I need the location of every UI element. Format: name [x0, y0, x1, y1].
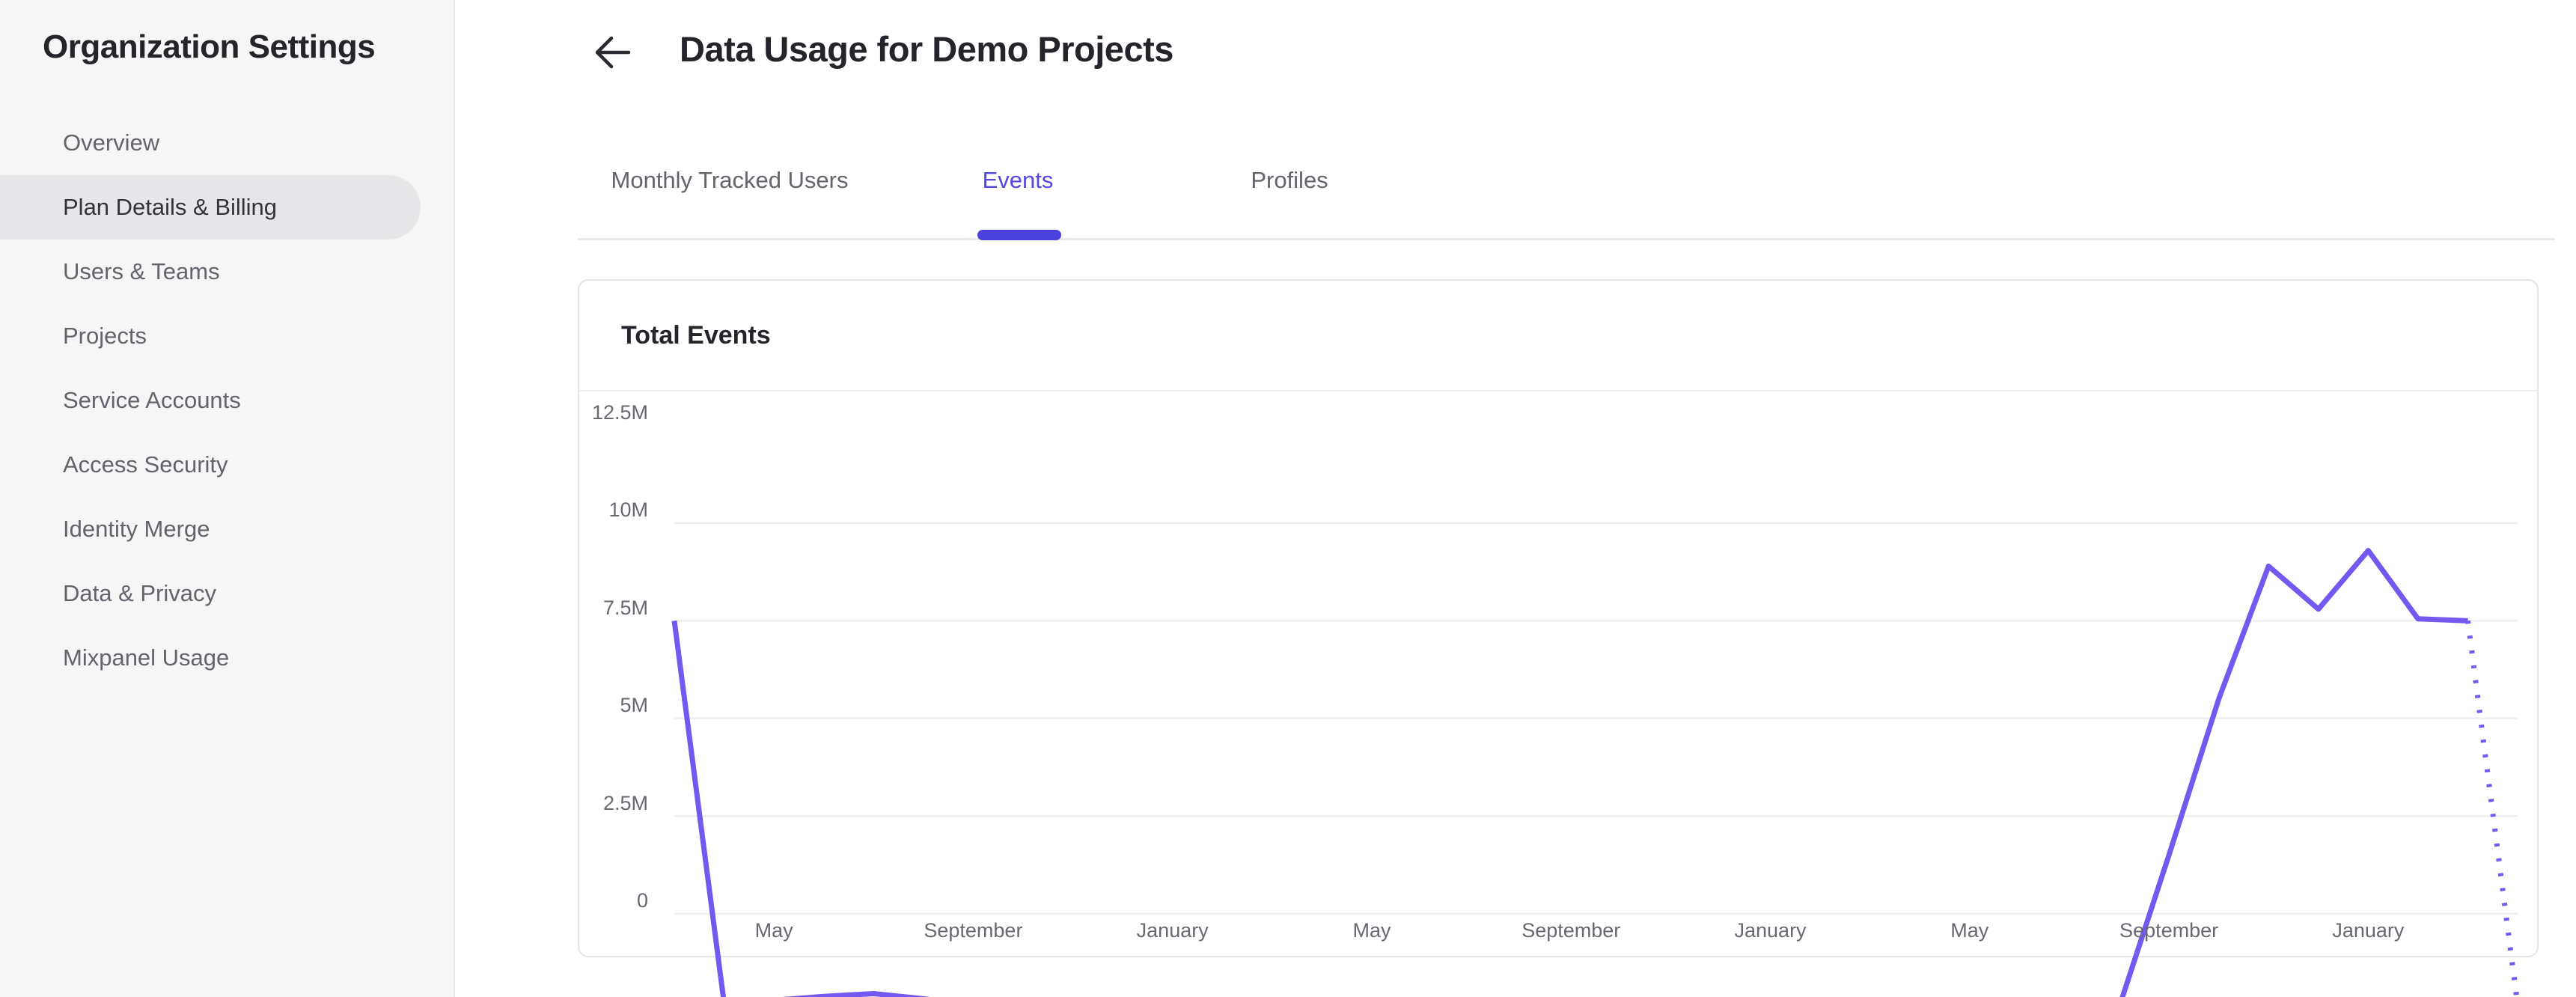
y-axis-tick-label: 0	[636, 889, 648, 912]
tab-monthly-tracked-users[interactable]: Monthly Tracked Users	[611, 167, 849, 193]
sidebar: Organization Settings Overview Plan Detai…	[0, 0, 455, 997]
sidebar-item-label: Identity Merge	[63, 516, 210, 542]
sidebar-title: Organization Settings	[43, 28, 376, 65]
active-tab-indicator	[977, 230, 1061, 240]
sidebar-item-projects[interactable]: Projects	[0, 304, 454, 368]
sidebar-item-plan-details-billing[interactable]: Plan Details & Billing	[0, 175, 421, 240]
total-events-card: Total Events 12.5M 10M 7.5M 5M 2.5M 0 May Sept…	[578, 279, 2539, 997]
x-axis-tick-label: May	[1352, 919, 1391, 942]
sidebar-item-overview[interactable]: Overview	[0, 111, 454, 175]
card-header: Total Events	[579, 281, 2537, 391]
x-axis-tick-label: January	[1136, 919, 1209, 942]
sidebar-item-access-security[interactable]: Access Security	[0, 433, 454, 497]
x-axis-tick-label: September	[2119, 919, 2219, 942]
sidebar-item-label: Mixpanel Usage	[63, 644, 230, 671]
y-axis-tick-label: 7.5M	[602, 596, 648, 619]
sidebar-item-label: Users & Teams	[63, 258, 220, 284]
left-arrow-icon	[591, 33, 633, 72]
sidebar-item-label: Plan Details & Billing	[63, 194, 278, 220]
x-axis-tick-label: May	[754, 919, 793, 942]
x-axis-tick-label: September	[1522, 919, 1621, 942]
tab-bar-divider	[578, 238, 2555, 240]
chart-plot-area[interactable]: 12.5M 10M 7.5M 5M 2.5M 0 May September January M…	[579, 391, 2537, 997]
back-button[interactable]	[591, 33, 633, 72]
sidebar-item-users-teams[interactable]: Users & Teams	[0, 240, 454, 304]
y-axis-tick-label: 12.5M	[591, 401, 648, 424]
page-title: Data Usage for Demo Projects	[680, 29, 1173, 69]
sidebar-item-label: Access Security	[63, 451, 228, 478]
y-axis-tick-label: 5M	[620, 694, 648, 717]
tab-events[interactable]: Events	[982, 167, 1054, 193]
events-line-chart	[671, 522, 2520, 997]
x-axis-tick-label: January	[1734, 919, 1807, 942]
y-axis-tick-label: 10M	[608, 498, 648, 522]
tab-profiles[interactable]: Profiles	[1251, 167, 1328, 193]
sidebar-item-service-accounts[interactable]: Service Accounts	[0, 368, 454, 433]
sidebar-item-identity-merge[interactable]: Identity Merge	[0, 497, 454, 561]
sidebar-item-label: Service Accounts	[63, 387, 241, 413]
x-axis-tick-label: May	[1950, 919, 1989, 942]
sidebar-item-mixpanel-usage[interactable]: Mixpanel Usage	[0, 626, 454, 690]
sidebar-item-label: Projects	[63, 323, 147, 349]
x-axis-tick-label: September	[924, 919, 1023, 942]
tab-bar: Monthly Tracked Users Events Profiles	[578, 147, 2555, 243]
x-axis-tick-label: January	[2332, 919, 2405, 942]
y-axis-tick-label: 2.5M	[602, 791, 648, 814]
sidebar-item-label: Data & Privacy	[63, 580, 217, 606]
sidebar-item-label: Overview	[63, 129, 160, 156]
chart-title: Total Events	[621, 320, 771, 350]
sidebar-nav: Overview Plan Details & Billing Users & Te…	[0, 111, 454, 690]
sidebar-item-data-privacy[interactable]: Data & Privacy	[0, 561, 454, 626]
